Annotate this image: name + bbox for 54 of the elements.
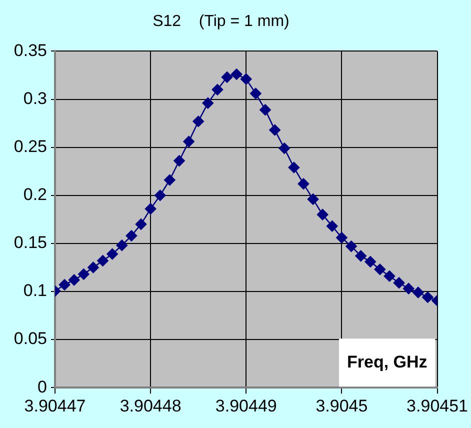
point (298, 178, 310, 190)
point (212, 84, 224, 96)
point (97, 255, 108, 266)
x-tick-label: 3.90448 (120, 396, 182, 416)
point (144, 203, 156, 214)
point (58, 279, 70, 290)
y-tick-label: 0.2 (23, 185, 47, 204)
point (202, 97, 214, 109)
point (288, 162, 300, 174)
point (307, 194, 319, 205)
point (135, 218, 147, 230)
point (230, 68, 242, 80)
point (88, 262, 99, 274)
y-tick-label: 0.05 (14, 329, 47, 348)
point (326, 220, 338, 232)
y-tick-label: 0.15 (14, 233, 47, 252)
point (250, 88, 262, 100)
point (374, 264, 386, 276)
x-tick-label: 3.90451 (406, 396, 468, 416)
point (336, 232, 348, 244)
point (183, 136, 194, 148)
point (68, 274, 80, 286)
x-axis-title: Freq, GHz (346, 352, 428, 372)
point (116, 240, 128, 251)
point (402, 282, 414, 294)
point (174, 155, 185, 166)
y-tick-label: 0.3 (23, 88, 47, 108)
point (126, 230, 138, 242)
x-tick-label: 3.90449 (215, 396, 277, 416)
point (221, 72, 233, 83)
y-tick-label: 0.35 (14, 40, 47, 60)
point (106, 248, 118, 260)
point (422, 292, 434, 303)
x-tick-label: 3.90447 (24, 396, 86, 416)
point (316, 208, 328, 220)
point (192, 116, 204, 128)
point (393, 277, 405, 288)
x-tick-label: 3.9045 (316, 396, 368, 416)
y-tick-label: 0.1 (23, 281, 47, 300)
point (346, 240, 357, 252)
point (355, 250, 366, 262)
point (269, 124, 280, 136)
y-tick-label: 0 (38, 377, 47, 396)
chart-title: S12 (Tip = 1 mm) (152, 13, 290, 30)
point (78, 268, 90, 280)
point (260, 104, 271, 116)
point (364, 256, 376, 268)
point (240, 73, 252, 85)
y-tick-label: 0.25 (14, 137, 47, 156)
point (278, 142, 290, 154)
point (164, 174, 176, 186)
point (384, 270, 396, 282)
point (412, 286, 424, 298)
point (154, 190, 166, 202)
